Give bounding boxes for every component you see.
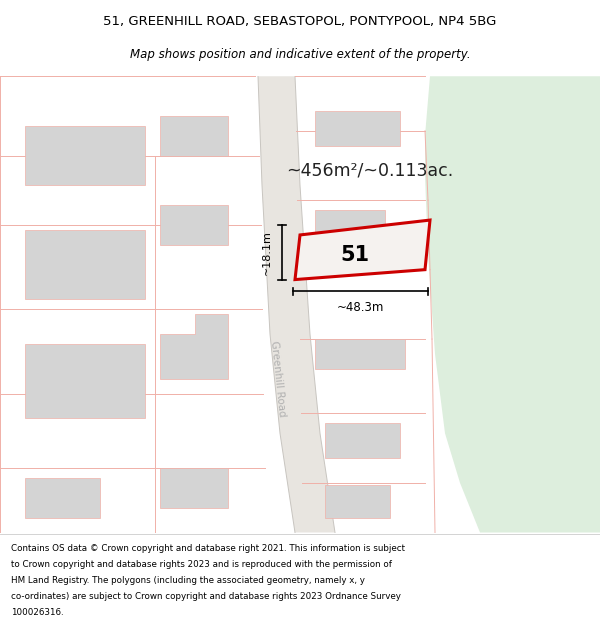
Text: HM Land Registry. The polygons (including the associated geometry, namely x, y: HM Land Registry. The polygons (includin… — [11, 576, 365, 585]
Text: Contains OS data © Crown copyright and database right 2021. This information is : Contains OS data © Crown copyright and d… — [11, 544, 405, 552]
Text: Map shows position and indicative extent of the property.: Map shows position and indicative extent… — [130, 48, 470, 61]
Text: to Crown copyright and database rights 2023 and is reproduced with the permissio: to Crown copyright and database rights 2… — [11, 560, 392, 569]
Polygon shape — [315, 111, 400, 146]
Polygon shape — [325, 423, 400, 458]
Polygon shape — [25, 230, 145, 299]
Polygon shape — [315, 210, 385, 240]
Text: 100026316.: 100026316. — [11, 608, 64, 618]
Text: Greenhill Road: Greenhill Road — [269, 340, 287, 418]
Polygon shape — [160, 205, 228, 245]
Polygon shape — [25, 126, 145, 186]
Polygon shape — [325, 485, 390, 518]
Polygon shape — [160, 314, 228, 379]
Polygon shape — [160, 468, 228, 508]
Polygon shape — [425, 76, 600, 532]
Polygon shape — [25, 478, 100, 518]
Polygon shape — [315, 339, 405, 369]
Polygon shape — [295, 220, 430, 279]
Text: 51: 51 — [340, 245, 370, 265]
Text: ~18.1m: ~18.1m — [262, 230, 272, 275]
Text: ~48.3m: ~48.3m — [337, 301, 384, 314]
Polygon shape — [25, 344, 145, 419]
Text: ~456m²/~0.113ac.: ~456m²/~0.113ac. — [286, 161, 454, 179]
Text: 51, GREENHILL ROAD, SEBASTOPOL, PONTYPOOL, NP4 5BG: 51, GREENHILL ROAD, SEBASTOPOL, PONTYPOO… — [103, 15, 497, 28]
Polygon shape — [160, 116, 228, 156]
Polygon shape — [258, 76, 335, 532]
Text: co-ordinates) are subject to Crown copyright and database rights 2023 Ordnance S: co-ordinates) are subject to Crown copyr… — [11, 592, 401, 601]
